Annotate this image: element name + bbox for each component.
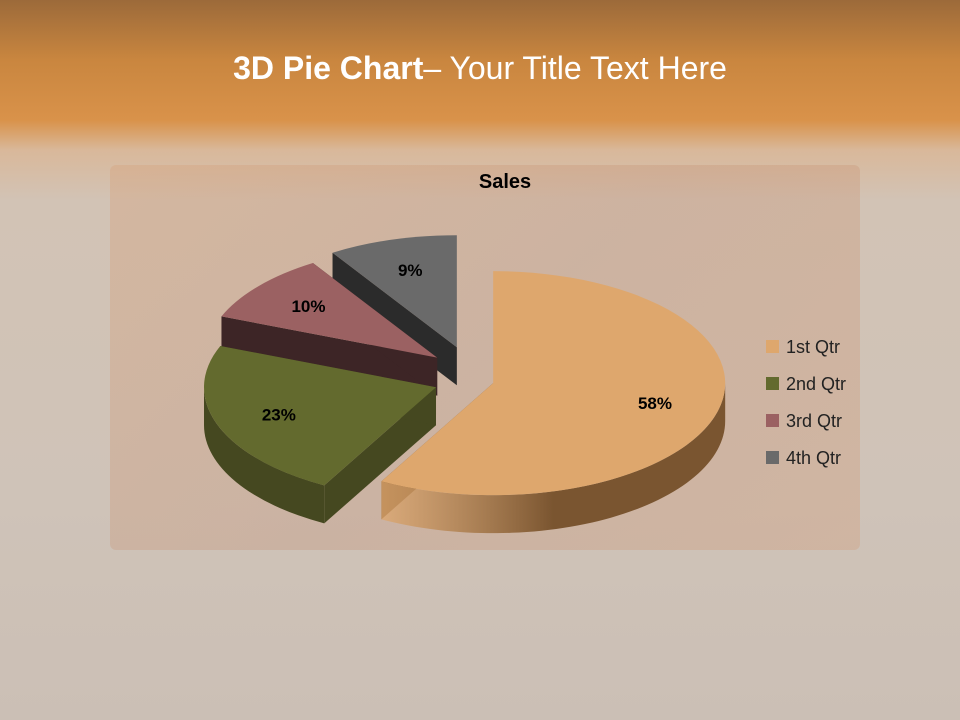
pie-slices <box>204 235 726 534</box>
data-label: 10% <box>291 297 325 316</box>
legend-label: 2nd Qtr <box>786 374 846 394</box>
data-label: 58% <box>638 394 672 413</box>
legend-label: 4th Qtr <box>786 448 841 468</box>
legend-item: 3rd Qtr <box>766 411 842 431</box>
legend-swatch <box>766 340 779 353</box>
slice-top-3rd-qtr <box>221 263 438 358</box>
slice-top-4th-qtr <box>332 235 457 348</box>
slice-outer-wall <box>381 383 726 534</box>
pie-slice-3 <box>221 263 438 396</box>
slide-title: 3D Pie Chart– Your Title Text Here <box>0 50 960 87</box>
data-labels: 9% 10% 23% 58% <box>262 261 672 425</box>
slide-title-rest: – Your Title Text Here <box>423 50 727 86</box>
legend-item: 2nd Qtr <box>766 374 846 394</box>
slice-top-1st-qtr <box>381 271 726 496</box>
data-label: 9% <box>398 261 423 280</box>
chart-title: Sales <box>479 171 531 193</box>
data-label: 23% <box>262 406 296 425</box>
legend-label: 1st Qtr <box>786 337 840 357</box>
slide-title-bold: 3D Pie Chart <box>233 50 424 86</box>
legend-swatch <box>766 414 779 427</box>
legend-swatch <box>766 451 779 464</box>
slice-outer-wall <box>204 387 325 524</box>
legend-item: 1st Qtr <box>766 337 840 357</box>
slice-side-wall <box>324 387 437 524</box>
slice-side-wall <box>221 316 438 396</box>
pie-slice-2 <box>204 345 437 524</box>
pie-slice-1 <box>381 271 726 534</box>
legend: 1st Qtr 2nd Qtr 3rd Qtr 4th Qtr <box>766 337 846 468</box>
slice-top-2nd-qtr <box>204 345 437 486</box>
legend-swatch <box>766 377 779 390</box>
legend-item: 4th Qtr <box>766 448 841 468</box>
legend-label: 3rd Qtr <box>786 411 842 431</box>
